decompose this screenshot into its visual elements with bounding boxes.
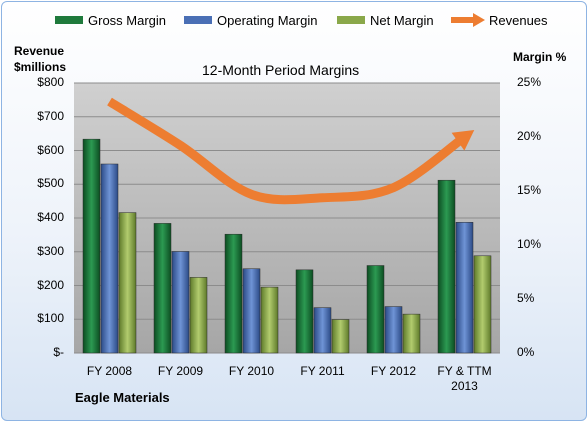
revenue-line [107, 97, 468, 205]
legend-swatch-net [337, 16, 365, 24]
bar-net-margin [473, 255, 492, 354]
bar-net-margin [331, 319, 350, 354]
left-tick-label: $500 [37, 176, 64, 191]
left-tick-label: $400 [37, 210, 64, 224]
revenue-arrow-head [451, 130, 475, 151]
bar-net-margin [118, 212, 137, 354]
left-tick-label: $100 [37, 311, 64, 326]
revenue-series [107, 97, 475, 205]
category-label: FY 2012 [370, 364, 417, 378]
bar-operating-margin [242, 268, 261, 354]
bar-operating-margin [455, 222, 474, 354]
left-tick-label: $- [53, 345, 64, 359]
category-label: FY 2009 [157, 364, 204, 378]
legend-swatch-operating [184, 16, 212, 24]
bar-net-margin [260, 286, 279, 354]
left-tick-label: $700 [37, 108, 64, 123]
gridlines [74, 82, 500, 354]
bar-net-margin [402, 313, 421, 354]
bar-gross-margin [82, 138, 101, 354]
right-tick-label: 25% [517, 75, 542, 89]
right-tick-label: 20% [517, 129, 542, 143]
right-tick-label: 5% [517, 291, 535, 305]
legend-label-gross: Gross Margin [88, 13, 167, 28]
left-axis-title-line2: $millions [14, 60, 67, 74]
left-tick-label: $600 [37, 142, 64, 157]
bar-gross-margin [295, 269, 314, 354]
bar-gross-margin [153, 223, 172, 354]
right-tick-label: 0% [517, 345, 535, 359]
bar-gross-margin [437, 179, 456, 354]
left-tick-label: $800 [37, 75, 64, 89]
left-axis-title-line1: Revenue [14, 44, 65, 58]
right-tick-label: 15% [517, 183, 542, 197]
bar-operating-margin [313, 307, 332, 354]
bar-gross-margin [366, 265, 385, 354]
bar-operating-margin [384, 306, 403, 354]
left-tick-label: $200 [37, 277, 64, 292]
bar-net-margin [189, 277, 208, 354]
right-axis-title: Margin % [513, 50, 567, 64]
company-label: Eagle Materials [75, 390, 170, 405]
category-label: FY & TTM 2013 [437, 364, 492, 393]
legend-swatch-revenues [451, 13, 485, 27]
legend-label-operating: Operating Margin [217, 13, 318, 28]
bar-operating-margin [171, 251, 190, 354]
category-label: FY 2008 [86, 364, 133, 378]
legend-swatch-gross [55, 16, 83, 24]
category-label: FY 2010 [228, 364, 275, 378]
chart-title: 12-Month Period Margins [202, 62, 360, 78]
bar-operating-margin [100, 163, 119, 354]
legend-label-revenues: Revenues [489, 13, 548, 28]
bar-gross-margin [224, 233, 243, 354]
left-tick-label: $300 [37, 243, 64, 258]
legend-label-net: Net Margin [370, 13, 434, 28]
right-tick-label: 10% [517, 237, 542, 251]
category-label: FY 2011 [300, 364, 345, 378]
bar-series [82, 138, 492, 354]
